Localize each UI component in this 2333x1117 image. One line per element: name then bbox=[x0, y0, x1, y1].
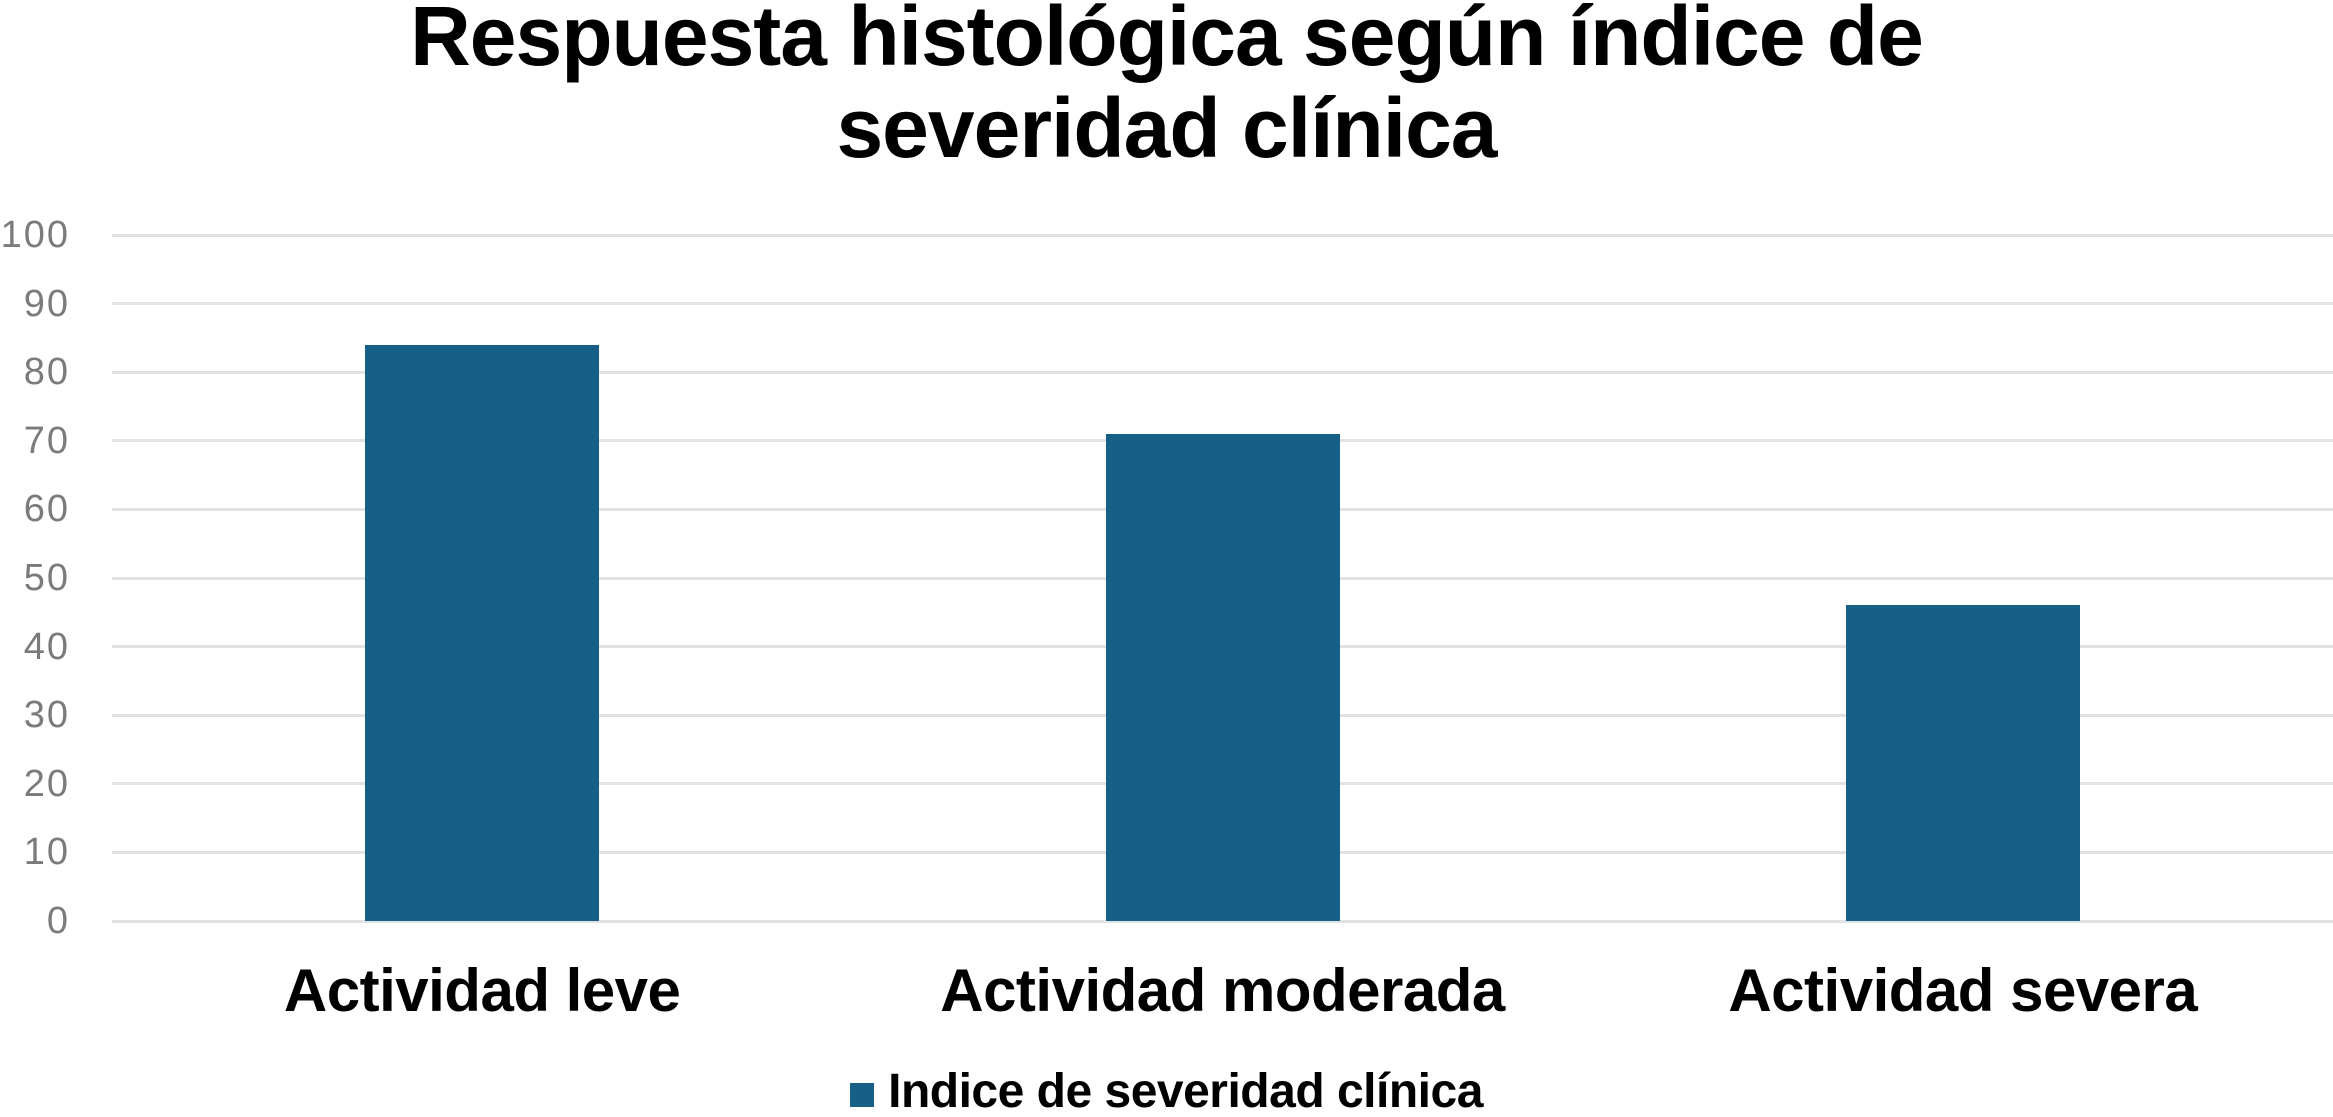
x-axis-category-labels: Actividad leve Actividad moderada Activida… bbox=[112, 960, 2333, 1030]
y-tick-label-40: 40 bbox=[23, 625, 70, 668]
y-tick-label-90: 90 bbox=[23, 282, 70, 325]
gridline-y-80 bbox=[112, 370, 2333, 374]
legend-color-swatch bbox=[850, 1083, 875, 1107]
category-label-actividad-moderada: Actividad moderada bbox=[940, 957, 1505, 1024]
y-tick-label-70: 70 bbox=[23, 419, 70, 462]
gridline-y-100 bbox=[112, 233, 2333, 237]
bar-actividad-leve bbox=[365, 344, 600, 921]
bar-actividad-severa bbox=[1845, 605, 2080, 921]
category-label-actividad-leve: Actividad leve bbox=[283, 957, 681, 1024]
bar-actividad-moderada bbox=[1105, 433, 1340, 921]
chart-title-line-2: severidad clínica bbox=[836, 81, 1497, 175]
y-tick-label-60: 60 bbox=[23, 488, 70, 531]
legend: Indice de severidad clínica bbox=[0, 1066, 2333, 1117]
legend-label: Indice de severidad clínica bbox=[888, 1065, 1483, 1117]
chart-title: Respuesta histológica según índice de se… bbox=[0, 0, 2333, 174]
y-tick-label-80: 80 bbox=[23, 351, 70, 394]
y-tick-label-10: 10 bbox=[23, 831, 70, 874]
gridline-y-0 bbox=[112, 919, 2333, 923]
gridline-y-90 bbox=[112, 302, 2333, 306]
y-tick-label-0: 0 bbox=[46, 900, 70, 942]
plot-area: 0 10 20 30 40 50 60 70 80 90 100 bbox=[0, 216, 2333, 940]
category-label-actividad-severa: Actividad severa bbox=[1728, 957, 2198, 1024]
y-tick-label-20: 20 bbox=[23, 762, 70, 805]
y-tick-label-100: 100 bbox=[0, 214, 70, 256]
y-tick-label-50: 50 bbox=[23, 557, 70, 599]
chart-title-line-1: Respuesta histológica según índice de bbox=[410, 0, 1924, 83]
y-tick-label-30: 30 bbox=[23, 694, 70, 737]
